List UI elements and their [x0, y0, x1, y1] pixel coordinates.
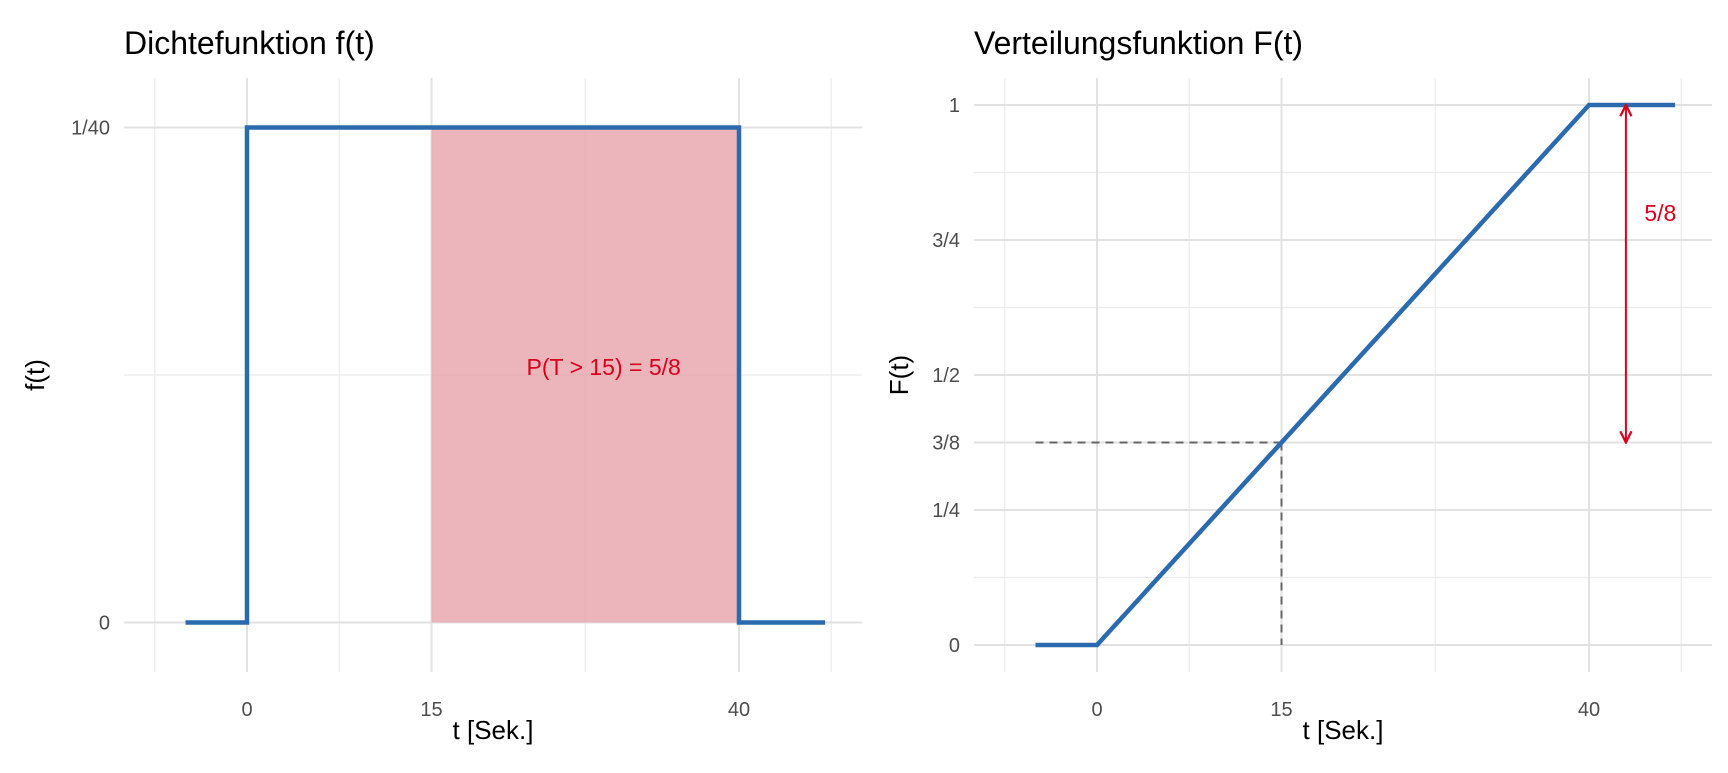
chart2-group: 5/8 0 15 40 0 1/4 3/8 1/2 3/4 1 Verteilungsfunktio… [884, 25, 1712, 745]
chart2-title: Verteilungsfunktion F(t) [974, 25, 1303, 61]
chart2-y-tick-label: 1 [949, 95, 960, 117]
chart1-x-tick-label: 40 [728, 699, 750, 721]
chart1-group: P(T > 15) = 5/8 0 15 40 0 1/40 Dichtefunktion … [20, 25, 862, 745]
chart2-x-tick-label: 15 [1270, 699, 1292, 721]
chart1-x-tick-label: 15 [420, 699, 442, 721]
chart1-series-line [185, 125, 826, 625]
chart1-annotation: P(T > 15) = 5/8 [527, 354, 681, 380]
chart1-x-axis-label: t [Sek.] [453, 715, 534, 745]
chart2-x-tick-label: 40 [1578, 699, 1600, 721]
chart1-shaded-area [431, 127, 739, 623]
chart1-x-tick-label: 0 [241, 699, 252, 721]
chart2-x-tick-label: 0 [1091, 699, 1102, 721]
chart1-y-axis-label: f(t) [20, 359, 50, 391]
chart2-y-tick-label: 0 [949, 635, 960, 657]
chart2-y-tick-label: 3/4 [932, 230, 960, 252]
chart2-y-tick-label: 3/8 [932, 433, 960, 455]
chart2-y-axis-label: F(t) [884, 355, 914, 395]
chart1-y-tick-label: 0 [99, 613, 110, 635]
chart1-y-tick-label: 1/40 [71, 118, 110, 140]
chart2-y-tick-label: 1/2 [932, 365, 960, 387]
chart2-annotation: 5/8 [1644, 200, 1676, 226]
chart2-y-tick-label: 1/4 [932, 500, 960, 522]
chart1-title: Dichtefunktion f(t) [124, 25, 375, 61]
chart2-x-axis-label: t [Sek.] [1303, 715, 1384, 745]
